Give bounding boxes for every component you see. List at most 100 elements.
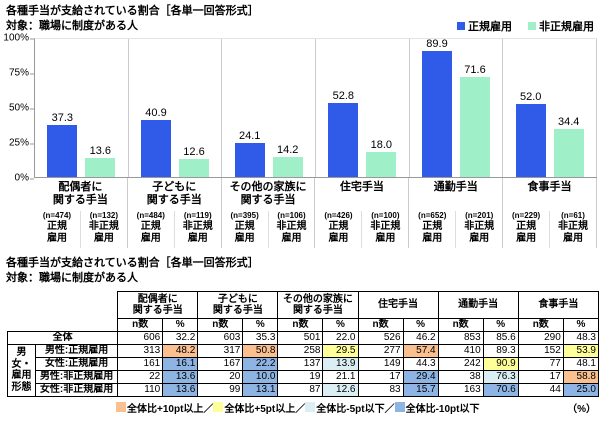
cell-pct: 76.3 xyxy=(482,369,519,384)
bar-unit-nonregular: 71.6 xyxy=(460,63,491,177)
bar-unit-nonregular: 34.4 xyxy=(553,116,584,177)
n-count: (n=426) xyxy=(324,211,353,220)
col-header-housing: 住宅手当 xyxy=(357,290,439,319)
bar-value-label: 24.1 xyxy=(238,130,261,143)
bar-unit-regular: 40.9 xyxy=(141,107,171,177)
bar-unit-regular: 24.1 xyxy=(234,130,265,177)
plot-row: 100% 75% 50% 25% 0% 37.3 13.6 40.9 xyxy=(0,33,600,184)
bar-regular xyxy=(422,51,453,177)
employment-type-label: 非正規 雇用 xyxy=(276,221,307,244)
n-count: (n=119) xyxy=(183,211,212,220)
bar-value-label: 40.9 xyxy=(145,106,167,119)
n-count: (n=61) xyxy=(561,211,585,220)
category-spouse: 37.3 13.6 xyxy=(35,39,129,177)
table-subtitle: 対象：職場に制度がある人 xyxy=(6,271,138,284)
subheader-n: n数 xyxy=(117,317,164,332)
col-header-spouse: 配偶者に 関する手当 xyxy=(117,290,199,319)
group-regular: (n=484) 正規 雇用 xyxy=(128,211,174,248)
cell-pct: 25.0 xyxy=(562,382,600,397)
legend-swatch-plus10-icon xyxy=(116,402,126,413)
bar-nonregular xyxy=(460,76,491,177)
employment-type-label: 非正規 雇用 xyxy=(182,221,213,244)
cell-n: 167 xyxy=(197,356,244,371)
chart-header: 各種手当が支給されている割合［各単一回答形式］ 対象：職場に制度がある人 正規雇… xyxy=(0,4,600,34)
category-label: 食事手当 xyxy=(527,181,572,193)
legend-unit: （%） xyxy=(567,403,596,415)
bar-nonregular xyxy=(553,128,584,177)
n-count: (n=106) xyxy=(277,211,306,220)
cell-n: 77 xyxy=(517,356,564,371)
subheader-pct: % xyxy=(322,317,359,332)
cell-pct: 13.9 xyxy=(322,356,359,371)
bar-unit-nonregular: 13.6 xyxy=(85,144,116,177)
group-regular: (n=395) 正規 雇用 xyxy=(222,211,268,248)
cell-n: 38 xyxy=(437,369,484,384)
col-header-commute: 通勤手当 xyxy=(437,290,519,319)
row-label: 男性:非正規雇用 xyxy=(35,369,119,384)
cell-pct: 50.8 xyxy=(242,343,279,358)
subheader-pct: % xyxy=(402,317,439,332)
cell-pct: 48.3 xyxy=(562,330,600,345)
employment-type-label: 正規 雇用 xyxy=(46,221,67,244)
row-label: 全体 xyxy=(6,330,119,345)
cell-pct: 90.9 xyxy=(482,356,519,371)
col-header-meal: 食事手当 xyxy=(517,290,600,319)
subheader-n: n数 xyxy=(517,317,564,332)
cell-pct: 48.1 xyxy=(562,356,600,371)
n-count: (n=229) xyxy=(511,211,541,220)
group-regular: (n=474) 正規 雇用 xyxy=(34,211,80,248)
cell-n: 110 xyxy=(117,382,164,397)
n-count: (n=100) xyxy=(371,211,400,220)
table-subheader-row: n数 % n数 % n数 % n数 % n数 % n数 % xyxy=(8,317,600,332)
category-label: 住宅手当 xyxy=(339,181,384,193)
bar-nonregular xyxy=(179,159,209,177)
cell-n: 603 xyxy=(197,330,244,345)
subheader-pct: % xyxy=(482,317,519,332)
row-label: 女性:非正規雇用 xyxy=(35,382,119,397)
cell-pct: 13.6 xyxy=(162,382,199,397)
cell-pct: 13.1 xyxy=(242,382,279,397)
cell-n: 161 xyxy=(117,356,164,371)
bar-unit-regular: 89.9 xyxy=(422,38,453,177)
cell-pct: 22.0 xyxy=(322,330,359,345)
col-header-children: 子どもに 関する手当 xyxy=(197,290,279,319)
cell-n: 410 xyxy=(437,343,484,358)
cell-n: 258 xyxy=(277,343,324,358)
legend-label: 非正規雇用 xyxy=(539,21,594,33)
table-row-male-nonregular: 男性:非正規雇用 22 13.6 20 10.0 19 21.1 17 29.4… xyxy=(8,369,600,384)
cell-pct: 12.6 xyxy=(322,382,359,397)
bar-unit-nonregular: 14.2 xyxy=(272,144,303,177)
x-label-housing: 住宅手当 (n=426) 正規 雇用 (n=100) 非正規 雇用 xyxy=(315,178,410,248)
category-housing: 52.8 18.0 xyxy=(316,39,410,177)
bar-unit-regular: 52.8 xyxy=(328,90,359,177)
employment-type-label: 非正規 雇用 xyxy=(88,221,119,244)
bar-value-label: 71.6 xyxy=(464,63,486,76)
legend-item-nonregular: 非正規雇用 xyxy=(528,18,594,34)
bar-value-label: 52.0 xyxy=(519,91,542,104)
chart-titles: 各種手当が支給されている割合［各単一回答形式］ 対象：職場に制度がある人 xyxy=(6,4,259,34)
table-corner xyxy=(8,291,118,318)
group-regular: (n=229) 正規 雇用 xyxy=(503,211,549,248)
y-tick: 100% xyxy=(3,32,34,44)
category-commute: 89.9 71.6 xyxy=(410,38,504,177)
x-label-spouse: 配偶者に 関する手当 (n=474) 正規 雇用 (n=132) 非正規 雇用 xyxy=(34,178,128,248)
bar-value-label: 37.3 xyxy=(51,111,74,124)
cell-n: 20 xyxy=(197,369,244,384)
cell-n: 853 xyxy=(437,330,484,345)
row-label: 女性:正規雇用 xyxy=(35,356,119,371)
bar-value-label: 13.6 xyxy=(89,144,112,157)
bar-value-label: 18.0 xyxy=(370,138,393,151)
legend-swatch-minus10-icon xyxy=(394,402,405,413)
category-meal: 52.0 34.4 xyxy=(503,39,598,177)
bar-unit-regular: 37.3 xyxy=(47,111,78,177)
y-axis: 100% 75% 50% 25% 0% xyxy=(0,33,35,184)
legend-label-minus10: 全体比-10pt以下 xyxy=(405,403,480,415)
group-nonregular: (n=119) 非正規 雇用 xyxy=(173,211,221,248)
data-table: 配偶者に 関する手当 子どもに 関する手当 その他の家族に 関する手当 住宅手当… xyxy=(6,290,600,397)
subheader-n: n数 xyxy=(277,317,324,332)
cell-pct: 21.1 xyxy=(322,369,359,384)
cell-n: 317 xyxy=(197,343,244,358)
group-nonregular: (n=106) 非正規 雇用 xyxy=(267,211,315,248)
category-label: 配偶者に 関する手当 xyxy=(52,181,108,207)
cell-pct: 32.2 xyxy=(162,330,199,345)
